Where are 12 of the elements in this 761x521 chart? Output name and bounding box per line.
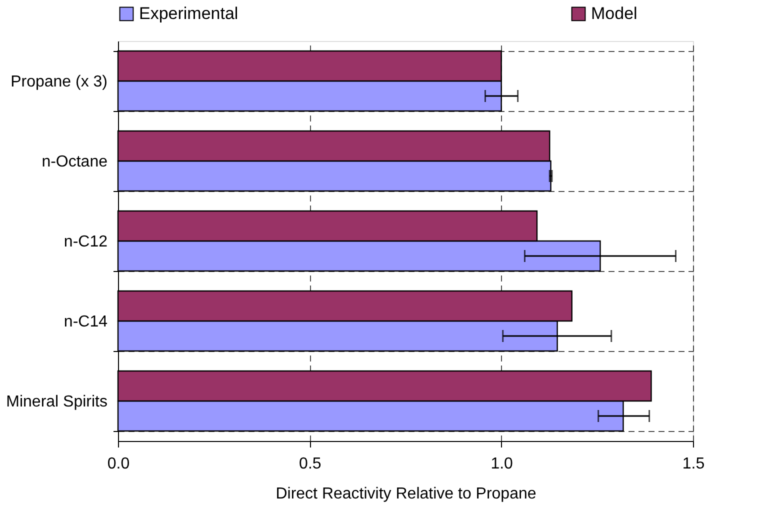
x-tick-label: 0.5 (299, 456, 322, 472)
y-tick-label: n-C14 (64, 314, 108, 330)
x-tick-label: 0.0 (107, 456, 130, 472)
x-axis-title: Direct Reactivity Relative to Propane (276, 486, 536, 502)
legend-label: Model (591, 4, 638, 23)
y-tick-label: n-C12 (64, 234, 108, 250)
y-tick-label: Mineral Spirits (6, 394, 108, 410)
x-tick-label: 1.5 (682, 456, 705, 472)
x-tick-label: 1.0 (490, 456, 514, 472)
y-tick-label: Propane (x 3) (10, 74, 108, 90)
legend-label: Experimental (139, 4, 238, 23)
y-tick-label: n-Octane (42, 154, 108, 170)
